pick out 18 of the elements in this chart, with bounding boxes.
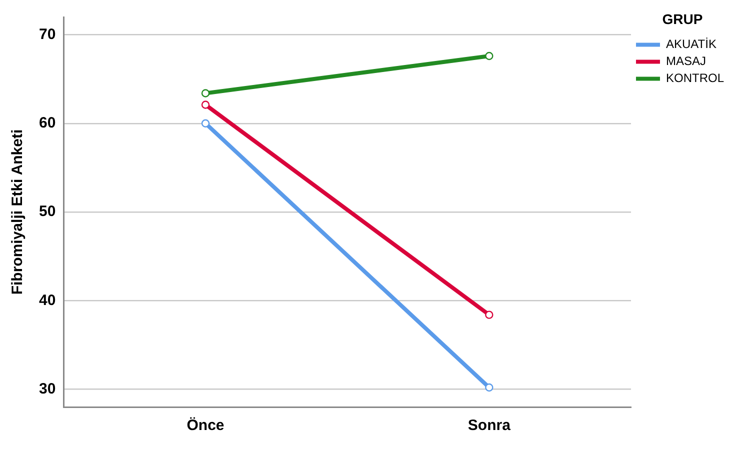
legend-label: MASAJ [666,54,706,68]
y-tick-label: 40 [38,292,56,309]
y-tick-label: 60 [38,114,56,132]
x-tick-label: Sonra [468,417,512,434]
point [485,310,494,319]
legend-label: AKUATİK [666,37,716,52]
point [485,52,494,60]
point [485,383,494,392]
x-tick-label: Önce [186,417,224,434]
legend-title: GRUP [662,10,703,27]
point [201,100,210,109]
point [201,89,210,98]
y-axis-title: Fibromiyalji Etki Anketi [9,129,26,295]
legend-label: KONTROL [666,71,724,86]
y-tick-label: 30 [38,380,56,398]
y-tick-label: 70 [38,26,56,43]
y-tick-label: 50 [38,203,56,220]
point [201,119,210,128]
